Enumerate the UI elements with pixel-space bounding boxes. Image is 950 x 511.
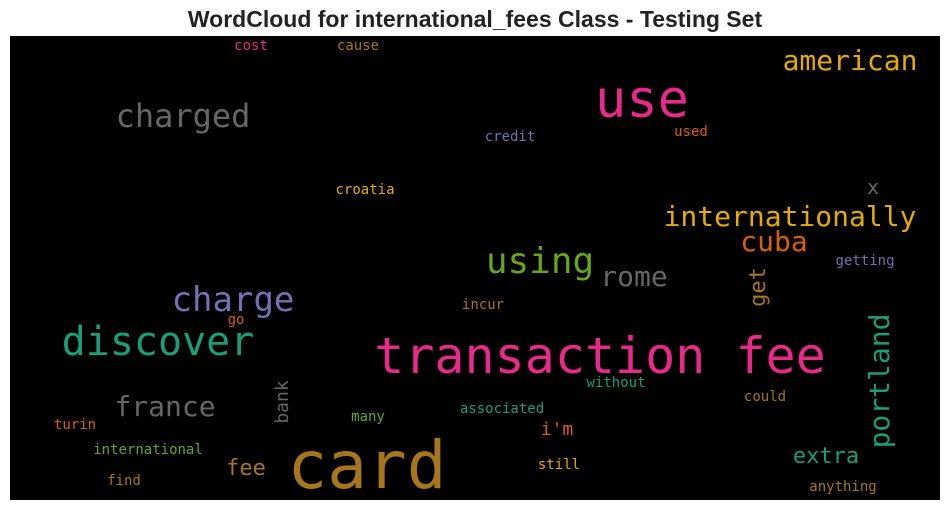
cloud-word: i'm <box>540 419 574 440</box>
cloud-word: transaction fee <box>374 327 826 385</box>
cloud-word: turin <box>53 417 97 433</box>
cloud-word: cuba <box>740 225 808 258</box>
cloud-word: portland <box>863 313 896 449</box>
cloud-word: getting <box>835 253 895 269</box>
cloud-word: use <box>595 70 689 130</box>
cloud-word: many <box>351 409 385 425</box>
cloud-word: associated <box>459 401 545 417</box>
cloud-word: incur <box>461 297 505 313</box>
cloud-word: cause <box>336 38 380 54</box>
cloud-word: go <box>227 312 245 328</box>
cloud-word: charged <box>115 97 251 135</box>
chart-title: WordCloud for international_fees Class -… <box>187 6 763 32</box>
cloud-word: anything <box>809 479 877 495</box>
cloud-word: discover <box>61 319 255 365</box>
cloud-word: find <box>107 473 141 489</box>
cloud-word: bank <box>272 380 293 424</box>
cloud-word: without <box>586 375 646 391</box>
cloud-word: credit <box>484 129 536 145</box>
cloud-word: extra <box>792 444 860 469</box>
cloud-word: using <box>485 241 595 282</box>
cloud-word: rome <box>600 260 668 293</box>
cloud-word: still <box>537 457 581 473</box>
cloud-word: france <box>114 390 216 423</box>
cloud-word: cost <box>234 38 268 54</box>
cloud-word: get <box>746 267 771 307</box>
cloud-word: x <box>866 175 880 199</box>
cloud-word: could <box>743 389 787 405</box>
cloud-word: used <box>674 124 708 140</box>
cloud-word: croatia <box>335 182 395 198</box>
cloud-word: internationally <box>663 200 917 233</box>
cloud-word: american <box>782 44 918 77</box>
cloud-word: fee <box>226 456 266 481</box>
cloud-word: charge <box>171 280 295 320</box>
cloud-word: card <box>287 427 447 500</box>
cloud-word: international <box>93 442 203 458</box>
wordcloud-canvas: card transaction fee use discover charged cha… <box>10 36 940 500</box>
